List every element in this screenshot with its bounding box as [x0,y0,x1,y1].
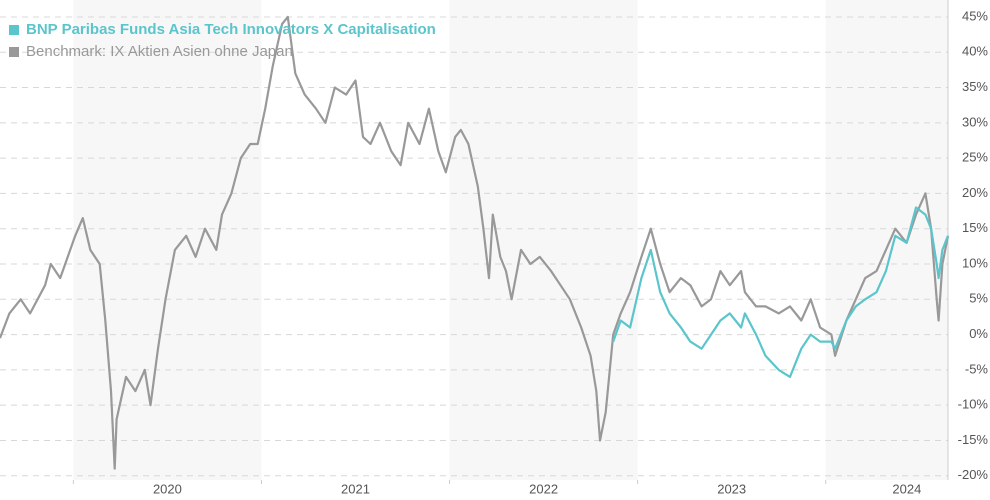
year-band [825,0,948,480]
legend-swatch [9,47,19,57]
x-tick-label: 2023 [717,481,746,496]
series-line [0,15,950,470]
y-tick-label: 30% [962,114,988,129]
y-tick-label: 15% [962,220,988,235]
y-tick-label: -10% [958,397,989,412]
legend-label: Benchmark: IX Aktien Asien ohne Japan [26,43,293,60]
y-tick-label: 25% [962,150,988,165]
year-band [449,0,638,480]
y-tick-label: 45% [962,8,988,23]
y-tick-label: -20% [958,467,989,482]
y-tick-label: 35% [962,79,988,94]
x-tick-label: 2024 [892,481,921,496]
y-tick-label: -5% [965,361,989,376]
year-band [73,0,262,480]
legend-label: BNP Paribas Funds Asia Tech Innovators X… [26,21,436,38]
y-tick-label: -15% [958,432,989,447]
y-tick-label: 5% [969,291,988,306]
y-tick-label: 0% [969,326,988,341]
x-tick-label: 2021 [341,481,370,496]
series-line [612,206,950,378]
x-tick-label: 2022 [529,481,558,496]
legend-swatch [9,25,19,35]
y-tick-label: 10% [962,255,988,270]
y-tick-label: 20% [962,185,988,200]
y-tick-label: 40% [962,44,988,59]
x-tick-label: 2020 [153,481,182,496]
